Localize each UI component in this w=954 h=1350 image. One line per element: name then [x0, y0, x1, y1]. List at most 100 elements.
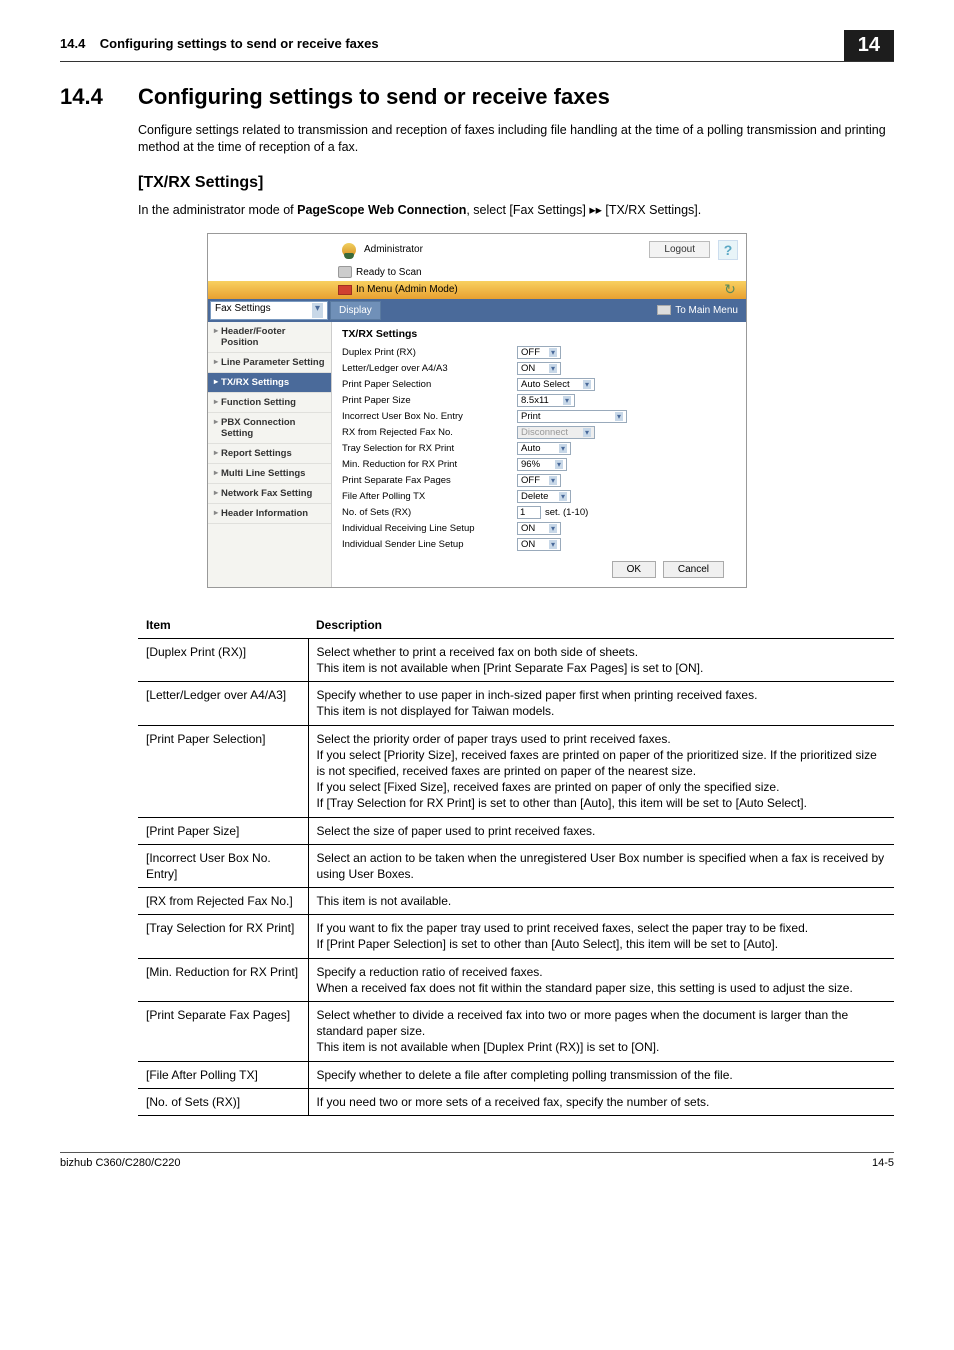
sidebar-item[interactable]: ▸Line Parameter Setting	[208, 353, 331, 373]
setting-select[interactable]: ON▾	[517, 362, 561, 375]
setting-select[interactable]: Auto Select▾	[517, 378, 595, 391]
chevron-down-icon: ▾	[583, 380, 591, 389]
chevron-down-icon: ▾	[549, 364, 557, 373]
setting-label: File After Polling TX	[342, 491, 517, 502]
setting-select[interactable]: OFF▾	[517, 346, 561, 359]
sidebar-item[interactable]: ▸Header/Footer Position	[208, 322, 331, 353]
nav-main-label: To Main Menu	[675, 305, 738, 316]
subsection-line: In the administrator mode of PageScope W…	[138, 202, 894, 219]
setting-value: Disconnect	[521, 427, 568, 438]
sidebar-item-label: Report Settings	[221, 448, 292, 459]
triangle-icon: ▸	[214, 488, 218, 499]
ss-status: Ready to Scan	[208, 264, 746, 281]
chevron-down-icon: ▾	[559, 492, 567, 501]
item-cell: [Incorrect User Box No. Entry]	[138, 844, 308, 887]
item-cell: [Print Separate Fax Pages]	[138, 1002, 308, 1062]
triangle-icon: ▸	[214, 377, 218, 388]
item-cell: [Letter/Ledger over A4/A3]	[138, 682, 308, 725]
nav-main-link[interactable]: To Main Menu	[649, 299, 746, 322]
setting-row: Letter/Ledger over A4/A3ON▾	[342, 362, 736, 375]
table-row: [Print Paper Size]Select the size of pap…	[138, 817, 894, 844]
sidebar-item[interactable]: ▸Report Settings	[208, 444, 331, 464]
chevron-down-icon: ▾	[549, 524, 557, 533]
triangle-icon: ▸	[214, 448, 218, 459]
setting-value: Auto	[521, 443, 541, 454]
triangle-icon: ▸	[214, 397, 218, 408]
setting-select[interactable]: 96% ▾	[517, 458, 567, 471]
setting-label: Tray Selection for RX Print	[342, 443, 517, 454]
triangle-icon: ▸	[214, 357, 218, 368]
desc-cell: Select the priority order of paper trays…	[308, 725, 894, 817]
desc-cell: This item is not available.	[308, 888, 894, 915]
section-heading: 14.4 Configuring settings to send or rec…	[60, 84, 894, 110]
sidebar-item[interactable]: ▸Function Setting	[208, 393, 331, 413]
setting-label: Min. Reduction for RX Print	[342, 459, 517, 470]
setting-row: Incorrect User Box No. EntryPrint▾	[342, 410, 736, 423]
setting-label: Print Paper Size	[342, 395, 517, 406]
logout-button[interactable]: Logout	[649, 241, 710, 258]
setting-row: No. of Sets (RX)1set. (1-10)	[342, 506, 736, 519]
chevron-down-icon: ▾	[555, 460, 563, 469]
desc-cell: Specify a reduction ratio of received fa…	[308, 958, 894, 1001]
chevron-down-icon: ▾	[559, 444, 567, 453]
setting-row: Duplex Print (RX)OFF▾	[342, 346, 736, 359]
admin-icon	[342, 243, 356, 257]
setting-select[interactable]: ON▾	[517, 538, 561, 551]
chevron-down-icon: ▾	[583, 428, 591, 437]
cancel-button[interactable]: Cancel	[663, 561, 724, 578]
item-cell: [Min. Reduction for RX Print]	[138, 958, 308, 1001]
setting-value: ON	[521, 523, 535, 534]
setting-label: RX from Rejected Fax No.	[342, 427, 517, 438]
sidebar-item-label: Network Fax Setting	[221, 488, 312, 499]
ok-button[interactable]: OK	[612, 561, 656, 578]
nav-select[interactable]: Fax Settings ▾	[210, 301, 328, 320]
sidebar-item[interactable]: ▸TX/RX Settings	[208, 373, 331, 393]
setting-select[interactable]: OFF▾	[517, 474, 561, 487]
header-left: 14.4 Configuring settings to send or rec…	[60, 30, 844, 61]
setting-row: Print Paper Size8.5x11▾	[342, 394, 736, 407]
sidebar-item-label: TX/RX Settings	[221, 377, 289, 388]
setting-select[interactable]: Auto ▾	[517, 442, 571, 455]
item-cell: [Print Paper Selection]	[138, 725, 308, 817]
description-table: Item Description [Duplex Print (RX)]Sele…	[138, 612, 894, 1116]
footer-product: bizhub C360/C280/C220	[60, 1157, 180, 1169]
setting-label: Print Separate Fax Pages	[342, 475, 517, 486]
sub-suffix: [TX/RX Settings].	[602, 203, 701, 217]
desc-cell: Select whether to print a received fax o…	[308, 638, 894, 681]
item-cell: [Print Paper Size]	[138, 817, 308, 844]
help-icon[interactable]: ?	[718, 240, 738, 260]
sidebar-item[interactable]: ▸Network Fax Setting	[208, 484, 331, 504]
main-menu-icon	[657, 305, 671, 315]
ss-body: ▸Header/Footer Position▸Line Parameter S…	[208, 322, 746, 587]
item-cell: [No. of Sets (RX)]	[138, 1088, 308, 1115]
sidebar-item[interactable]: ▸PBX Connection Setting	[208, 413, 331, 444]
sidebar-item-label: Function Setting	[221, 397, 296, 408]
setting-value: 96%	[521, 459, 540, 470]
nav-display-button[interactable]: Display	[330, 301, 381, 320]
chevron-down-icon: ▾	[563, 396, 571, 405]
setting-select[interactable]: ON ▾	[517, 522, 561, 535]
ss-sidebar: ▸Header/Footer Position▸Line Parameter S…	[208, 322, 332, 587]
item-cell: [Tray Selection for RX Print]	[138, 915, 308, 958]
status-ready: Ready to Scan	[356, 266, 422, 279]
sidebar-item[interactable]: ▸Multi Line Settings	[208, 464, 331, 484]
desc-cell: Select the size of paper used to print r…	[308, 817, 894, 844]
sidebar-item-label: PBX Connection Setting	[221, 417, 325, 439]
page-header: 14.4 Configuring settings to send or rec…	[60, 30, 894, 62]
setting-row: File After Polling TXDelete▾	[342, 490, 736, 503]
sidebar-item-label: Line Parameter Setting	[221, 357, 324, 368]
setting-row: Print Separate Fax PagesOFF▾	[342, 474, 736, 487]
setting-select[interactable]: Print▾	[517, 410, 627, 423]
setting-select[interactable]: Delete▾	[517, 490, 571, 503]
setting-label: Individual Receiving Line Setup	[342, 523, 517, 534]
triangle-icon: ▸	[214, 468, 218, 479]
desc-cell: If you want to fix the paper tray used t…	[308, 915, 894, 958]
table-row: [Letter/Ledger over A4/A3]Specify whethe…	[138, 682, 894, 725]
sidebar-item[interactable]: ▸Header Information	[208, 504, 331, 524]
setting-select[interactable]: 8.5x11▾	[517, 394, 575, 407]
setting-note: set. (1-10)	[545, 507, 588, 518]
ss-main: TX/RX Settings Duplex Print (RX)OFF▾Lett…	[332, 322, 746, 587]
refresh-icon[interactable]: ↻	[722, 283, 738, 297]
setting-input[interactable]: 1	[517, 506, 541, 519]
item-cell: [Duplex Print (RX)]	[138, 638, 308, 681]
